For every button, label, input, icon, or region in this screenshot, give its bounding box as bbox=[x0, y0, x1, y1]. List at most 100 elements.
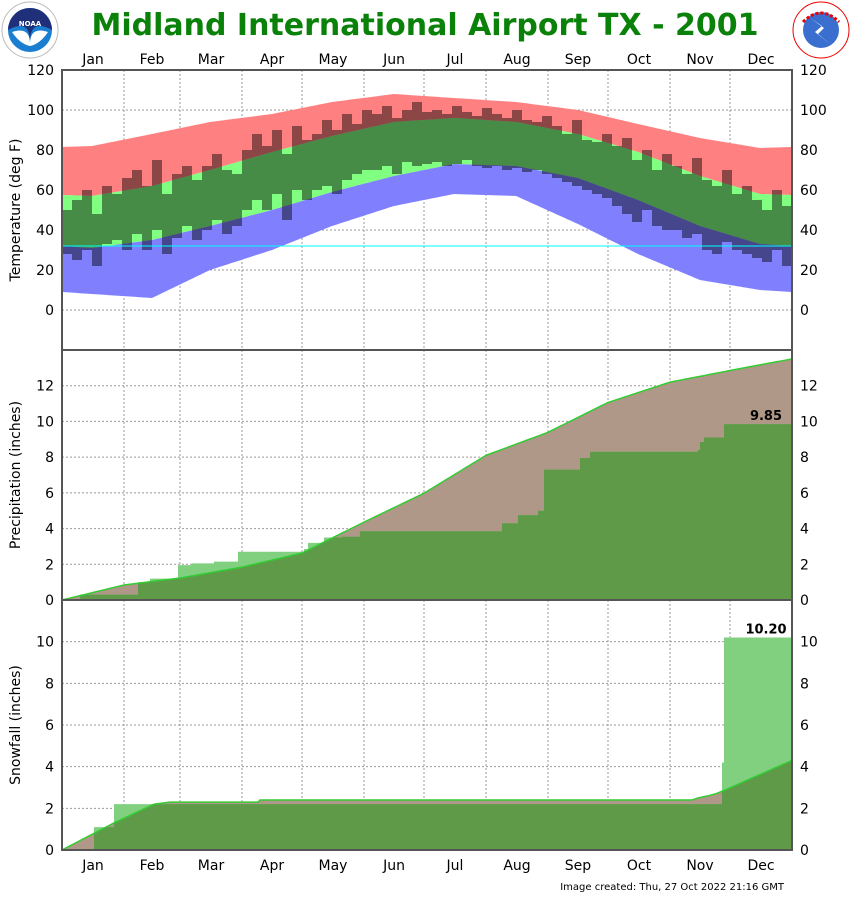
observed-temp-bar bbox=[372, 114, 382, 170]
y-tick-label-right: 20 bbox=[800, 263, 818, 279]
y-tick-label-left: 8 bbox=[45, 676, 54, 692]
y-tick-label-right: 6 bbox=[800, 718, 809, 734]
month-label-dec: Dec bbox=[747, 52, 774, 68]
observed-temp-bar bbox=[612, 146, 622, 206]
y-tick-label-right: 10 bbox=[800, 414, 818, 430]
y-tick-label-right: 6 bbox=[800, 486, 809, 502]
y-tick-label-right: 120 bbox=[800, 63, 827, 79]
y-tick-label-right: 12 bbox=[800, 379, 818, 395]
overlap-area bbox=[62, 760, 792, 850]
observed-temp-bar bbox=[282, 154, 292, 220]
record-low-band bbox=[62, 164, 792, 298]
observed-temp-bar bbox=[782, 206, 792, 266]
month-label-feb: Feb bbox=[140, 52, 165, 68]
observed-temp-bar bbox=[192, 180, 202, 240]
y-tick-label-right: 2 bbox=[800, 801, 809, 817]
month-label-sep: Sep bbox=[565, 52, 592, 68]
y-tick-label-left: 40 bbox=[36, 223, 54, 239]
normal-cumulative-line bbox=[61, 759, 793, 851]
observed-temp-bar bbox=[142, 186, 152, 250]
observed-temp-bar bbox=[322, 120, 332, 186]
observed-temp-bar bbox=[452, 106, 462, 164]
observed-temp-bar bbox=[462, 112, 472, 160]
observed-temp-bar bbox=[302, 140, 312, 200]
observed-temp-bar bbox=[122, 178, 132, 250]
month-label-jun: Jun bbox=[382, 52, 405, 68]
total-annotation: 9.85 bbox=[750, 409, 782, 424]
observed-temp-bar bbox=[182, 166, 192, 226]
y-tick-label-right: 0 bbox=[800, 593, 809, 609]
month-label-dec: Dec bbox=[747, 858, 774, 874]
y-tick-label-right: 8 bbox=[800, 676, 809, 692]
month-label-jul: Jul bbox=[446, 858, 464, 874]
chart-title: Midland International Airport TX - 2001 bbox=[92, 8, 759, 43]
observed-temp-bar bbox=[512, 110, 522, 168]
observed-temp-bar bbox=[262, 146, 272, 210]
y-tick-label-right: 80 bbox=[800, 143, 818, 159]
observed-temp-bar bbox=[92, 214, 102, 266]
observed-temp-bar bbox=[132, 170, 142, 234]
observed-temp-bar bbox=[662, 154, 672, 230]
observed-temp-bar bbox=[202, 166, 212, 230]
month-label-jul: Jul bbox=[446, 52, 464, 68]
y-tick-label-right: 0 bbox=[800, 843, 809, 859]
observed-temp-bar bbox=[112, 194, 122, 240]
y-tick-label-right: 40 bbox=[800, 223, 818, 239]
observed-temp-bar bbox=[442, 114, 452, 166]
observed-temp-bar bbox=[172, 174, 182, 238]
normal-cumulative-line bbox=[61, 358, 793, 601]
y-axis-title: Precipitation (inches) bbox=[8, 401, 24, 549]
y-axis-title: Temperature (deg F) bbox=[8, 139, 24, 283]
total-annotation: 10.20 bbox=[745, 623, 786, 638]
record-high-band bbox=[62, 94, 792, 196]
observed-temp-bar bbox=[162, 194, 172, 254]
month-label-aug: Aug bbox=[503, 858, 530, 874]
y-tick-label-right: 2 bbox=[800, 557, 809, 573]
observed-temp-bar bbox=[552, 126, 562, 178]
month-label-may: May bbox=[319, 858, 348, 874]
observed-temp-bar bbox=[712, 186, 722, 254]
observed-temp-bar bbox=[222, 170, 232, 234]
month-label-may: May bbox=[319, 52, 348, 68]
observed-temp-bar bbox=[642, 150, 652, 210]
observed-temp-bar bbox=[152, 160, 162, 230]
observed-temp-bar bbox=[402, 110, 412, 162]
y-tick-label-left: 20 bbox=[36, 263, 54, 279]
y-tick-label-left: 80 bbox=[36, 143, 54, 159]
observed-temp-bar bbox=[772, 190, 782, 250]
y-tick-label-left: 10 bbox=[36, 635, 54, 651]
observed-temp-bar bbox=[562, 134, 572, 182]
observed-temp-bar bbox=[62, 210, 72, 254]
observed-temp-bar bbox=[392, 118, 402, 174]
y-tick-label-left: 10 bbox=[36, 414, 54, 430]
y-tick-label-left: 6 bbox=[45, 718, 54, 734]
y-tick-label-left: 60 bbox=[36, 183, 54, 199]
observed-temp-bar bbox=[592, 142, 602, 194]
observed-temp-bar bbox=[692, 158, 702, 234]
observed-temp-bar bbox=[762, 210, 772, 262]
observed-temp-bar bbox=[652, 170, 662, 226]
y-tick-label-left: 2 bbox=[45, 557, 54, 573]
month-label-nov: Nov bbox=[686, 858, 713, 874]
observed-temp-bar bbox=[572, 120, 582, 186]
y-axis-title: Snowfall (inches) bbox=[8, 665, 24, 785]
observed-temp-bar bbox=[292, 126, 302, 190]
y-tick-label-right: 8 bbox=[800, 450, 809, 466]
month-label-oct: Oct bbox=[627, 52, 652, 68]
month-label-feb: Feb bbox=[140, 858, 165, 874]
observed-temp-bar bbox=[752, 200, 762, 258]
observed-temp-bar bbox=[422, 112, 432, 164]
observed-temp-bar bbox=[602, 134, 612, 198]
observed-temp-bar bbox=[362, 110, 372, 170]
observed-temp-bar bbox=[632, 160, 642, 222]
month-label-jun: Jun bbox=[382, 858, 405, 874]
normal-range-band bbox=[62, 118, 792, 248]
y-tick-label-left: 4 bbox=[45, 522, 54, 538]
observed-temp-bar bbox=[522, 120, 532, 172]
noaa-logo: NOAA bbox=[1, 1, 59, 59]
observed-temp-bar bbox=[722, 170, 732, 242]
image-created-credit: Image created: Thu, 27 Oct 2022 21:16 GM… bbox=[560, 882, 785, 893]
y-tick-label-left: 0 bbox=[45, 593, 54, 609]
month-label-mar: Mar bbox=[198, 858, 225, 874]
